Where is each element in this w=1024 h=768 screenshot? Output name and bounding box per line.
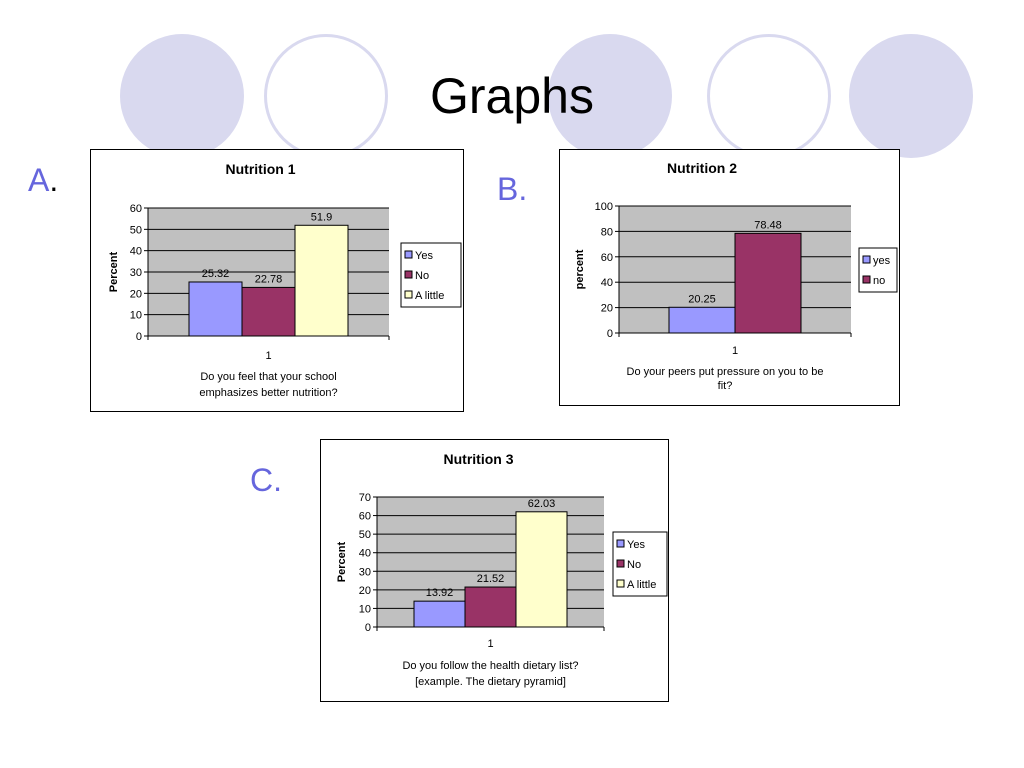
chart-c-data-label: 62.03 (528, 498, 556, 510)
chart-c-bar-yes (413, 600, 466, 628)
chart-b-ytick-label: 80 (601, 226, 613, 238)
chart-c-legend-swatch (616, 579, 625, 588)
chart-c-ytick-label: 60 (359, 511, 371, 523)
chart-a-legend-label: Yes (415, 250, 433, 262)
chart-b-ytick-label: 0 (607, 328, 613, 340)
decor-circle-4 (707, 34, 831, 158)
chart-c: Nutrition 3 0 10 20 30 40 50 60 70 13.92 21.52 62.0… (320, 439, 669, 702)
chart-b-bar-no (734, 232, 802, 334)
decor-circle-5 (849, 34, 973, 158)
chart-b-data-label: 78.48 (754, 219, 782, 231)
chart-b-legend-label: no (873, 275, 885, 287)
chart-a-ytick-label: 60 (130, 203, 142, 215)
chart-b-ytick-label: 40 (601, 277, 613, 289)
chart-a-data-label: 25.32 (202, 268, 230, 280)
decor-circle-1 (120, 34, 244, 158)
chart-b-ytick-label: 60 (601, 252, 613, 264)
chart-a-legend-label: No (415, 270, 429, 282)
chart-b-legend-swatch (862, 255, 871, 264)
chart-b: Nutrition 2 0 20 40 60 80 100 20.25 78.48 1 Do you… (559, 149, 900, 406)
chart-b-ytick-label: 20 (601, 303, 613, 315)
chart-a-x-axis-label: Do you feel that your school (200, 371, 336, 383)
chart-a-data-label: 51.9 (311, 211, 332, 223)
chart-c-ytick-label: 50 (359, 529, 371, 541)
chart-b-ytick-label: 100 (595, 201, 613, 213)
label-a: A. (28, 162, 58, 198)
chart-b-category-label: 1 (732, 345, 738, 357)
slide-title: Graphs (430, 68, 594, 124)
chart-a-bar-no (241, 286, 296, 337)
chart-a-ytick-label: 50 (130, 224, 142, 236)
chart-c-legend-label: Yes (627, 539, 645, 551)
chart-c-ytick-label: 0 (365, 622, 371, 634)
chart-b-x-axis-label: fit? (718, 380, 733, 392)
chart-c-x-axis-label: [example. The dietary pyramid] (415, 676, 566, 688)
chart-c-ytick-label: 30 (359, 566, 371, 578)
chart-c-legend-label: No (627, 559, 641, 571)
chart-a: Nutrition 1 0 10 20 30 40 50 60 25.32 22.78 51.9 1 D… (90, 149, 464, 412)
chart-c-x-axis-label: Do you follow the health dietary list? (402, 660, 578, 672)
chart-a-ytick-label: 0 (136, 331, 142, 343)
chart-c-ytick-label: 20 (359, 585, 371, 597)
chart-a-ytick-label: 10 (130, 310, 142, 322)
chart-b-svg: Nutrition 2 0 20 40 60 80 100 20.25 78.48 1 Do you… (574, 160, 898, 392)
chart-c-ytick-label: 10 (359, 603, 371, 615)
chart-a-legend-swatch (404, 290, 413, 299)
chart-c-ytick-label: 40 (359, 548, 371, 560)
chart-a-category-label: 1 (265, 350, 271, 362)
chart-c-data-label: 21.52 (477, 573, 505, 585)
label-b: B. (497, 171, 528, 207)
chart-c-title: Nutrition 3 (444, 451, 514, 467)
chart-c-legend-label: A little (627, 579, 656, 591)
chart-b-legend (858, 247, 898, 293)
chart-c-ytick-label: 70 (359, 492, 371, 504)
chart-c-bar-a-little (515, 511, 568, 628)
chart-a-x-axis-label: emphasizes better nutrition? (199, 387, 337, 399)
chart-a-legend-swatch (404, 270, 413, 279)
decor-circle-2 (264, 34, 388, 158)
chart-a-legend-swatch (404, 250, 413, 259)
chart-a-svg: Nutrition 1 0 10 20 30 40 50 60 25.32 22.78 51.9 1 D… (108, 161, 462, 399)
chart-c-legend-swatch (616, 559, 625, 568)
chart-b-x-axis-label: Do your peers put pressure on you to be (627, 366, 824, 378)
chart-a-y-axis-label: Percent (108, 251, 120, 292)
chart-b-legend-swatch (862, 275, 871, 284)
chart-c-y-axis-label: Percent (336, 541, 348, 582)
chart-c-svg: Nutrition 3 0 10 20 30 40 50 60 70 13.92 21.52 62.0… (336, 451, 668, 688)
chart-a-bar-yes (188, 281, 243, 337)
label-a-dot: . (49, 162, 59, 198)
chart-a-ytick-label: 40 (130, 246, 142, 258)
label-a-letter: A (28, 162, 50, 198)
chart-a-ytick-label: 20 (130, 288, 142, 300)
chart-c-data-label: 13.92 (426, 587, 454, 599)
chart-a-legend-label: A little (415, 290, 444, 302)
chart-b-y-axis-label: percent (574, 249, 586, 289)
chart-b-bar-yes (668, 306, 736, 334)
chart-a-title: Nutrition 1 (226, 161, 296, 177)
chart-a-bar-a-little (294, 224, 349, 337)
decor-circle-3 (548, 34, 672, 158)
label-c: C. (250, 462, 282, 498)
chart-b-legend-label: yes (873, 255, 891, 267)
chart-b-title: Nutrition 2 (667, 160, 737, 176)
chart-a-data-label: 22.78 (255, 273, 283, 285)
chart-b-data-label: 20.25 (688, 293, 716, 305)
chart-c-legend-swatch (616, 539, 625, 548)
chart-a-ytick-label: 30 (130, 267, 142, 279)
chart-c-category-label: 1 (487, 638, 493, 650)
chart-c-bar-no (464, 586, 517, 628)
